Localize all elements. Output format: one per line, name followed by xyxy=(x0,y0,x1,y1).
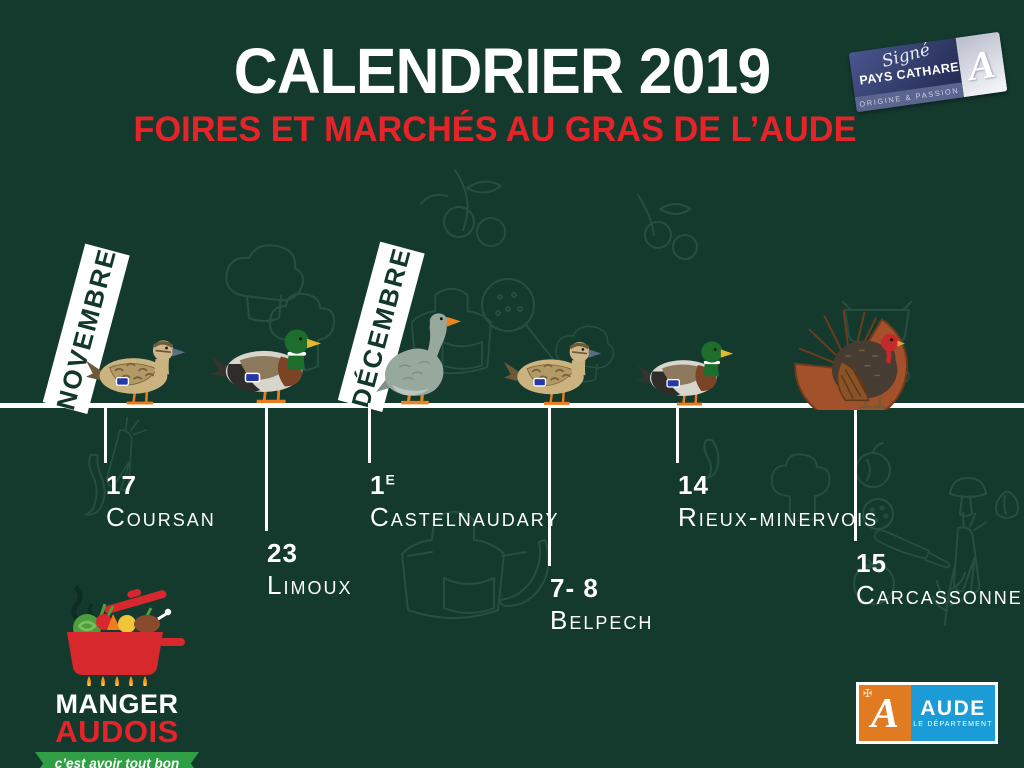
event-city: Coursan xyxy=(106,502,216,532)
page-title: CALENDRIER 2019 xyxy=(233,35,771,107)
mallard-drake-icon xyxy=(636,341,734,406)
event-date: 7- 8 xyxy=(550,573,599,603)
event-date: 14 xyxy=(678,470,709,500)
occitan-cross-icon: ✠ xyxy=(863,688,873,700)
aude-name: AUDE xyxy=(920,697,986,720)
aude-logo-blue-panel: AUDE LE DÉPARTEMENT xyxy=(911,685,995,741)
event-date: 23 xyxy=(267,538,298,568)
event-city: Carcassonne xyxy=(856,580,1023,610)
timeline-event-coursan: 17 Coursan xyxy=(104,403,216,533)
pays-cathare-monogram-panel: A xyxy=(955,31,1008,98)
timeline-tick xyxy=(548,403,551,566)
timeline-tick xyxy=(676,403,679,463)
timeline-event-castelnaudary: 1E Castelnaudary xyxy=(368,403,560,533)
page-subtitle: FOIRES ET MARCHÉS AU GRAS DE L’AUDE xyxy=(133,110,857,149)
timeline-event-rieux-minervois: 14 Rieux-minervois xyxy=(676,403,878,533)
mallard-drake-icon xyxy=(210,329,322,403)
aude-logo-orange-panel: ✠ A xyxy=(859,685,911,741)
timeline-event-belpech: 7- 8 Belpech xyxy=(548,403,653,636)
event-city: Belpech xyxy=(550,605,654,635)
event-date: 1E xyxy=(370,470,396,500)
duck-hen-icon xyxy=(86,340,186,405)
aude-subtitle: LE DÉPARTEMENT xyxy=(913,721,993,728)
timeline-tick xyxy=(368,403,371,463)
aude-departement-logo: ✠ A AUDE LE DÉPARTEMENT xyxy=(856,682,998,744)
event-city: Castelnaudary xyxy=(370,502,560,532)
goose-icon xyxy=(376,313,461,405)
manger-audois-tagline-ribbon: c’est avoir tout bon xyxy=(35,752,199,768)
duck-hen-icon xyxy=(504,341,602,405)
cooking-pot-icon xyxy=(67,585,185,689)
event-city: Rieux-minervois xyxy=(678,502,879,532)
timeline-tick xyxy=(854,403,857,541)
timeline-axis xyxy=(0,403,1024,408)
timeline-tick xyxy=(265,403,268,531)
pays-cathare-a-icon: A xyxy=(965,40,998,89)
timeline-tick xyxy=(104,403,107,463)
turkey-icon xyxy=(794,309,908,410)
aude-a-icon: A xyxy=(870,691,899,737)
timeline-event-limoux: 23 Limoux xyxy=(265,403,352,601)
event-date: 15 xyxy=(856,548,887,578)
event-city: Limoux xyxy=(267,570,353,600)
manger-audois-logo: MANGER AUDOIS c’est avoir tout bon xyxy=(28,582,206,768)
manger-audois-line2: AUDOIS xyxy=(55,714,179,749)
event-date: 17 xyxy=(106,470,137,500)
manger-audois-line1: MANGER xyxy=(55,689,179,719)
timeline-event-carcassonne: 15 Carcassonne xyxy=(854,403,1023,611)
